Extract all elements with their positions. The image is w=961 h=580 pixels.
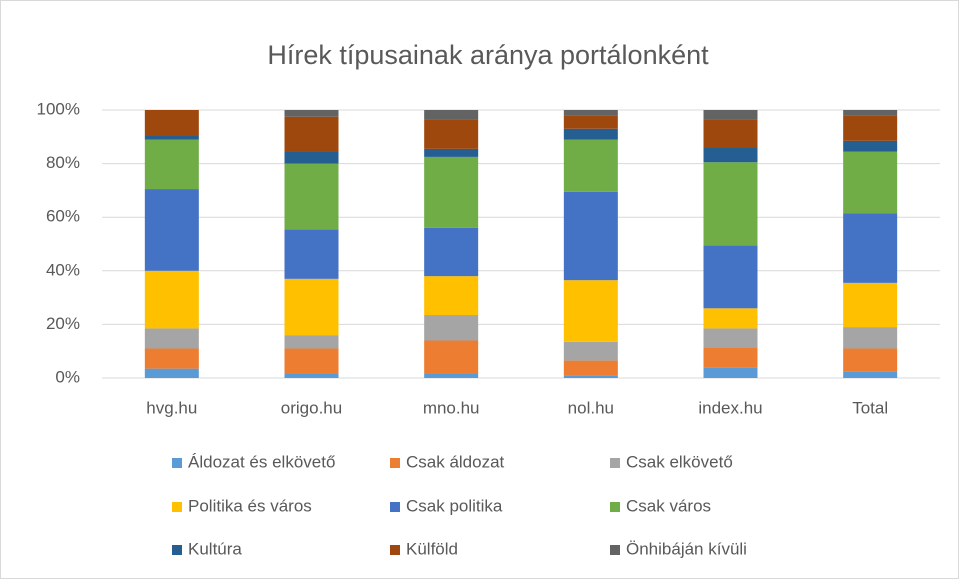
- bar-segment: [563, 110, 618, 116]
- y-tick-label: 100%: [37, 99, 80, 118]
- bar-segment: [843, 282, 898, 328]
- bar-segment: [703, 328, 758, 348]
- bar-segment: [563, 280, 618, 342]
- y-tick-label: 60%: [46, 207, 80, 226]
- bar-segment: [424, 156, 479, 228]
- x-tick-label: index.hu: [698, 398, 762, 417]
- bar-segment: [703, 119, 758, 148]
- bar-segment: [843, 371, 898, 378]
- bar-segment: [424, 315, 479, 341]
- bar-segment: [284, 110, 339, 117]
- y-tick-label: 20%: [46, 314, 80, 333]
- legend-swatch: [390, 502, 400, 512]
- x-tick-label: hvg.hu: [146, 398, 197, 417]
- bar-segment: [284, 278, 339, 336]
- bar-segment: [284, 335, 339, 349]
- bar-segment: [424, 340, 479, 374]
- legend-swatch: [610, 545, 620, 555]
- x-tick-label: Total: [852, 398, 888, 417]
- y-tick-label: 80%: [46, 153, 80, 172]
- bar-segment: [284, 373, 339, 378]
- legend-label: Csak elkövető: [626, 452, 733, 471]
- bar-segment: [703, 110, 758, 120]
- bar-segment: [144, 135, 199, 140]
- legend-label: Csak politika: [406, 496, 503, 515]
- bar-segment: [144, 110, 199, 136]
- bar-segment: [843, 348, 898, 372]
- bar-segment: [703, 347, 758, 368]
- bar-segment: [144, 270, 199, 329]
- bar-segment: [424, 148, 479, 157]
- x-tick-label: nol.hu: [568, 398, 614, 417]
- legend-swatch: [390, 545, 400, 555]
- bar-segment: [424, 276, 479, 316]
- bar-segment: [843, 110, 898, 116]
- legend-swatch: [610, 458, 620, 468]
- bar-segment: [843, 213, 898, 283]
- bar-segment: [563, 375, 618, 378]
- bar-segment: [563, 341, 618, 361]
- bar-segment: [424, 110, 479, 120]
- bar-segment: [843, 115, 898, 141]
- bar-segment: [703, 162, 758, 246]
- legend-label: Csak áldozat: [406, 452, 505, 471]
- legend-label: Kultúra: [188, 539, 242, 558]
- bar-segment: [703, 147, 758, 163]
- bar-segment: [284, 348, 339, 374]
- bar-segment: [563, 360, 618, 376]
- legend-swatch: [172, 545, 182, 555]
- legend-label: Politika és város: [188, 496, 312, 515]
- bar-segment: [843, 151, 898, 214]
- legend-label: Csak város: [626, 496, 711, 515]
- chart-title: Hírek típusainak aránya portálonként: [267, 40, 709, 70]
- bar-segment: [144, 189, 199, 271]
- bar-segment: [424, 373, 479, 378]
- bar-segment: [843, 327, 898, 349]
- bar-segment: [144, 139, 199, 190]
- bar-segment: [703, 308, 758, 329]
- legend-label: Külföld: [406, 539, 458, 558]
- bar-segment: [284, 116, 339, 152]
- bar-segment: [284, 229, 339, 279]
- bar-segment: [703, 367, 758, 378]
- bar-segment: [424, 119, 479, 149]
- legend-swatch: [172, 458, 182, 468]
- x-tick-label: mno.hu: [423, 398, 480, 417]
- bar-segment: [284, 151, 339, 164]
- bar-segment: [703, 245, 758, 309]
- bar-segment: [144, 368, 199, 378]
- y-tick-label: 40%: [46, 260, 80, 279]
- legend-swatch: [172, 502, 182, 512]
- bar-segment: [843, 140, 898, 152]
- legend-swatch: [390, 458, 400, 468]
- bar-segment: [563, 139, 618, 192]
- bar-segment: [563, 128, 618, 140]
- legend-label: Áldozat és elkövető: [188, 452, 335, 471]
- bar-segment: [424, 227, 479, 277]
- bar-segment: [563, 115, 618, 129]
- bar-segment: [284, 163, 339, 230]
- legend-label: Önhibáján kívüli: [626, 539, 747, 558]
- bar-segment: [144, 348, 199, 369]
- y-tick-label: 0%: [55, 367, 80, 386]
- x-tick-label: origo.hu: [281, 398, 342, 417]
- bar-segment: [563, 191, 618, 281]
- bar-segment: [144, 328, 199, 349]
- legend-swatch: [610, 502, 620, 512]
